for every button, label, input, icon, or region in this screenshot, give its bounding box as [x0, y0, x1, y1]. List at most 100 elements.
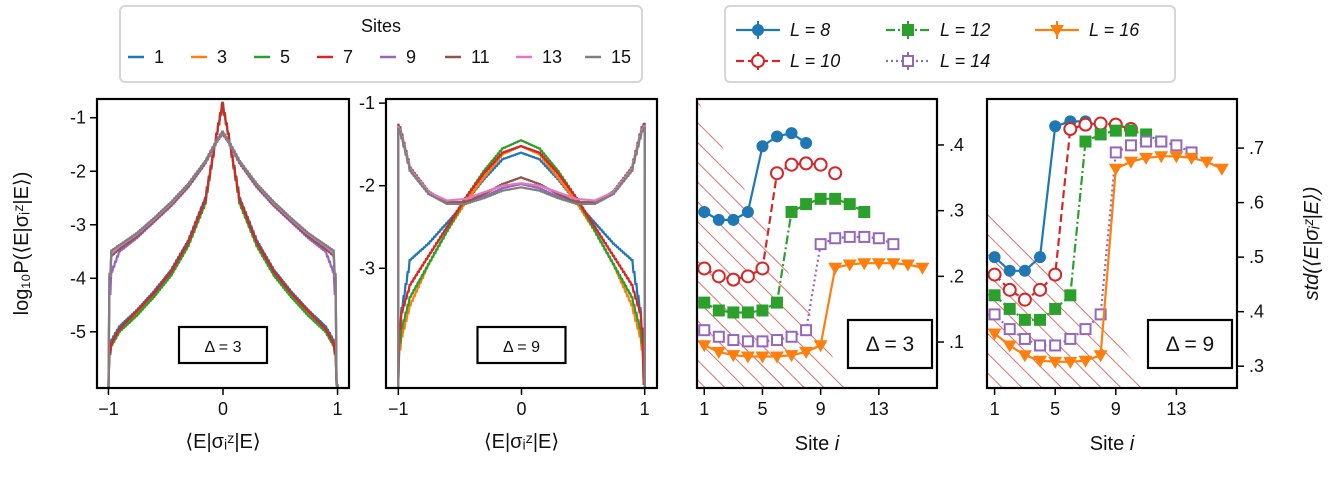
data-point	[771, 296, 783, 309]
data-point	[712, 304, 725, 317]
series-line	[703, 262, 923, 358]
data-point	[829, 192, 842, 205]
data-point	[988, 289, 1001, 302]
data-point	[770, 351, 784, 364]
data-point	[813, 157, 828, 172]
data-point	[858, 230, 871, 243]
data-point	[900, 259, 915, 272]
x-tick-label: 1	[333, 399, 343, 419]
series-15	[397, 126, 646, 388]
data-point	[1034, 339, 1047, 352]
data-point	[727, 213, 740, 226]
series-7	[107, 102, 339, 388]
annotation-box	[846, 318, 934, 370]
L-legend-label: L = 8	[790, 20, 830, 40]
data-point	[756, 140, 769, 153]
y-axis-label: log₁₀P(⟨E|σᵢᶻ|E⟩)	[11, 172, 33, 316]
data-point	[1139, 152, 1154, 165]
data-point	[814, 238, 827, 251]
data-point	[1049, 120, 1062, 133]
x-axis-label: Site i	[795, 433, 840, 455]
data-point	[1154, 151, 1169, 164]
data-point	[1049, 339, 1062, 352]
data-point	[987, 267, 1002, 282]
y-tick-label: .3	[1249, 356, 1264, 376]
data-point	[785, 205, 798, 218]
x-tick-label: −1	[98, 399, 119, 419]
data-point	[857, 258, 872, 271]
sites-legend: Sites 1 3 5 7 9 11 13 15	[119, 5, 643, 83]
data-point	[843, 230, 856, 243]
L-legend-marker	[902, 55, 914, 67]
x-axis-label: ⟨E|σᵢᶻ|E⟩	[185, 431, 260, 453]
sites-legend-label: 13	[542, 47, 562, 67]
panel-std-delta-3: 1 5 9 13 .1 .2 .3 .4 Site i Δ = 3	[695, 97, 964, 455]
data-point	[799, 346, 814, 359]
data-point	[740, 351, 755, 364]
data-point	[755, 351, 770, 364]
sites-legend-label: 11	[471, 47, 490, 67]
panel-distribution-delta-3: −1 0 1 -1 -2 -3 -4 -5 ⟨E|σᵢᶻ|E⟩ log₁₀P(⟨E|σᵢᶻ|E⟩)…	[11, 97, 351, 453]
data-point	[785, 330, 798, 343]
data-point	[697, 261, 712, 276]
series-5	[107, 101, 339, 388]
data-point	[1049, 302, 1062, 315]
x-tick-label: 1	[699, 399, 709, 419]
data-point	[1034, 313, 1047, 326]
data-point	[1214, 163, 1229, 176]
sites-legend-title: Sites	[361, 16, 401, 36]
data-point	[988, 308, 1001, 321]
y-tick-label: -3	[70, 215, 86, 235]
y-tick-label: .3	[949, 201, 964, 221]
data-point	[1002, 340, 1017, 353]
data-point	[711, 269, 726, 284]
data-point	[1169, 151, 1184, 164]
L-legend-label: L = 10	[790, 51, 840, 71]
data-point	[740, 269, 755, 284]
data-point	[886, 258, 901, 271]
series-line	[993, 122, 1132, 302]
data-point	[828, 262, 843, 275]
sites-legend-label: 7	[343, 47, 353, 67]
data-point	[1048, 267, 1063, 282]
data-point	[741, 306, 754, 319]
data-point	[800, 198, 813, 211]
series-line	[993, 155, 1223, 363]
data-point	[813, 340, 828, 353]
x-tick-label: 5	[1050, 399, 1060, 419]
y-tick-label: -2	[359, 176, 375, 196]
data-point	[1123, 156, 1138, 169]
data-point	[1017, 350, 1032, 363]
data-point	[698, 205, 711, 218]
y-tick-label: -2	[70, 161, 86, 181]
data-point	[1063, 356, 1078, 369]
L-legend-marker	[752, 24, 764, 36]
L-legend-label: L = 12	[940, 20, 990, 40]
series-1	[397, 151, 646, 388]
data-point	[712, 213, 725, 226]
data-point	[800, 137, 813, 150]
data-point	[1094, 308, 1107, 321]
data-point	[1078, 117, 1093, 132]
y-tick-label: .7	[1249, 138, 1264, 158]
data-point	[756, 304, 769, 317]
data-point	[784, 157, 799, 172]
data-point	[1094, 128, 1107, 141]
data-point	[871, 258, 886, 271]
series-13	[397, 125, 646, 388]
L-legend-label: L = 16	[1089, 20, 1140, 40]
y-tick-label: .1	[949, 332, 964, 352]
x-tick-label: 9	[1111, 399, 1121, 419]
data-point	[1109, 146, 1122, 159]
y-tick-label: -3	[359, 258, 375, 278]
data-point	[843, 198, 856, 211]
data-point	[1155, 135, 1168, 148]
data-point	[1033, 355, 1048, 368]
x-tick-label: 9	[816, 399, 826, 419]
x-tick-label: 5	[757, 399, 767, 419]
data-point	[1124, 124, 1137, 137]
y-tick-label: .6	[1249, 193, 1264, 213]
annotation-box	[1146, 318, 1234, 370]
panel-std-delta-9: 1 5 9 13 .3 .4 .5 .6 .7 Site i std(⟨E|σᵢᶻ|E⟩) Δ = 9	[985, 97, 1323, 455]
